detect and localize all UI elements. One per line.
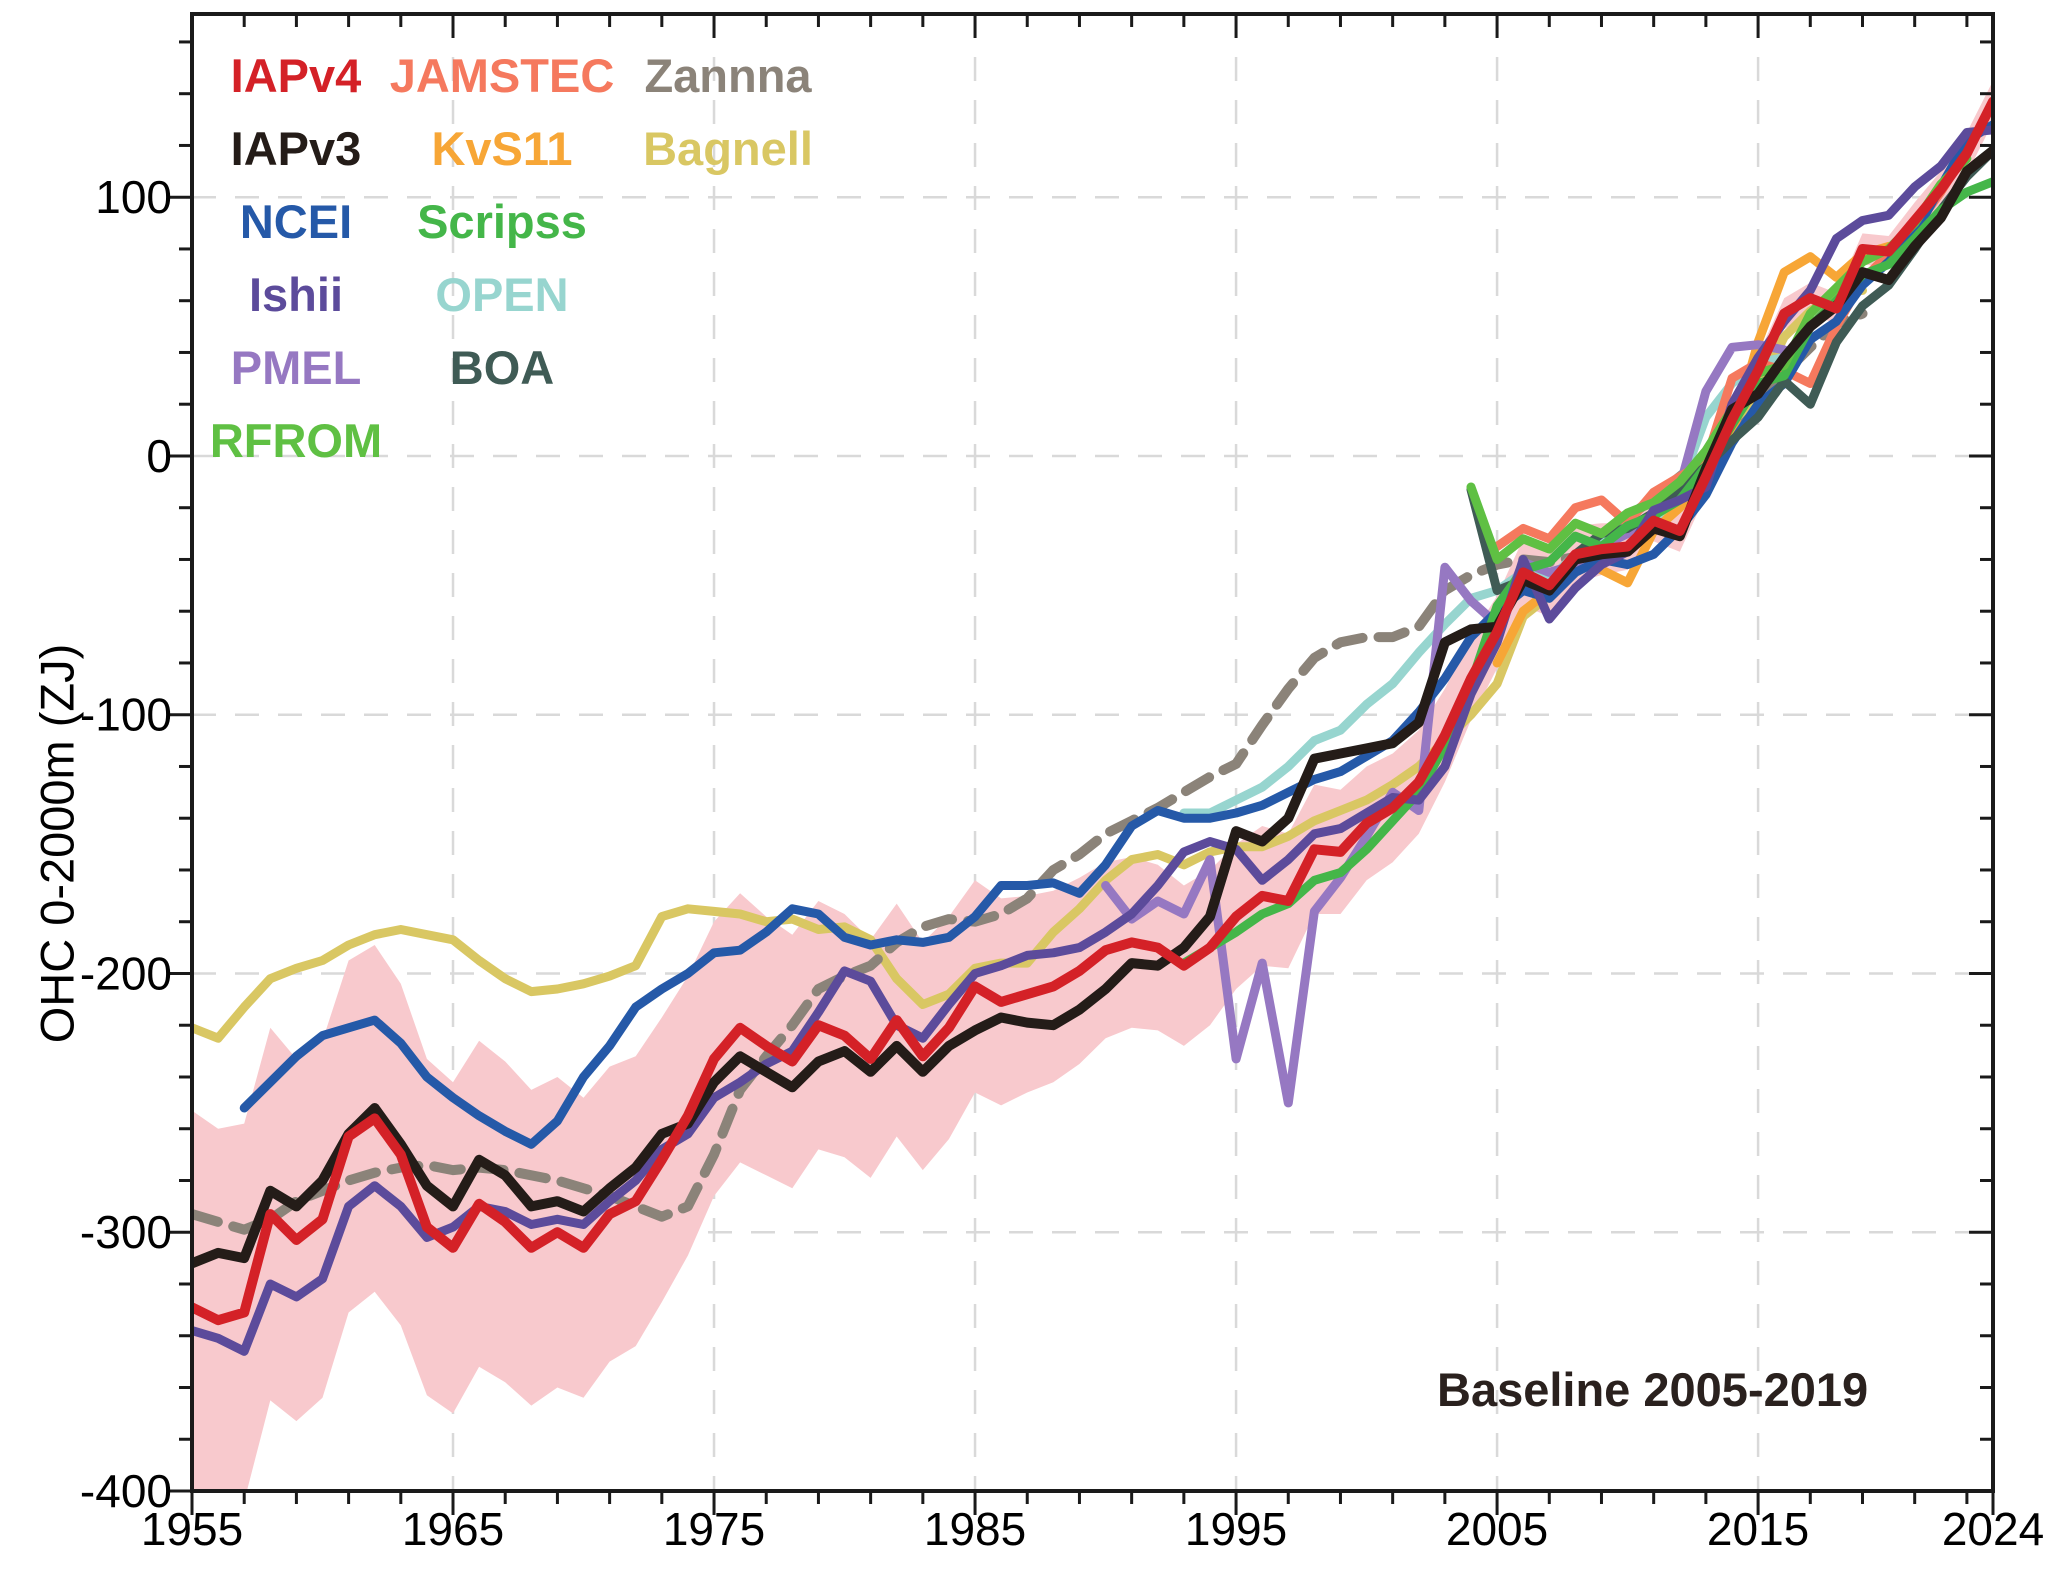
x-tick-label: 1955	[141, 1503, 243, 1555]
x-tick-label: 1975	[663, 1503, 765, 1555]
legend-item-scripss: Scripss	[417, 195, 587, 248]
y-tick-label: -200	[80, 947, 172, 999]
x-tick-label: 1965	[402, 1503, 504, 1555]
legend-item-iapv4: IAPv4	[230, 49, 362, 102]
legend-item-rfrom: RFROM	[209, 414, 383, 467]
legend-item-pmel: PMEL	[230, 341, 362, 394]
x-tick-label: 2005	[1446, 1503, 1548, 1555]
legend-item-kvs11: KvS11	[431, 122, 573, 175]
x-tick-label: 2024	[1942, 1503, 2044, 1555]
legend-item-open: OPEN	[435, 268, 569, 321]
series-iapv4-line	[192, 96, 1993, 1326]
legend-item-ncei: NCEI	[239, 195, 353, 248]
y-axis-title: OHC 0-2000m (ZJ)	[30, 643, 84, 1044]
legend-item-bagnell: Bagnell	[643, 122, 813, 175]
legend-item-ishii: Ishii	[248, 268, 344, 321]
x-tick-label: 1995	[1185, 1503, 1287, 1555]
series-ncei-line	[239, 120, 1993, 1149]
legend-item-zannna: Zannna	[644, 49, 812, 102]
y-tick-label: -300	[80, 1206, 172, 1258]
x-tick-label: 1985	[924, 1503, 1026, 1555]
iapv4-uncertainty-band	[192, 80, 1993, 1491]
x-tick-label: 2015	[1707, 1503, 1809, 1555]
axes-frame	[190, 12, 1995, 1493]
legend-item-jamstec: JAMSTEC	[389, 49, 615, 102]
legend-item-boa: BOA	[449, 341, 555, 394]
y-tick-label: 0	[146, 430, 172, 482]
legend-item-iapv3: IAPv3	[230, 122, 362, 175]
series-rfrom-line	[1466, 153, 1972, 564]
y-tick-label: -400	[80, 1465, 172, 1517]
baseline-annotation: Baseline 2005-2019	[1437, 1363, 1869, 1416]
y-tick-label: 100	[95, 171, 172, 223]
y-tick-label: -100	[80, 689, 172, 741]
